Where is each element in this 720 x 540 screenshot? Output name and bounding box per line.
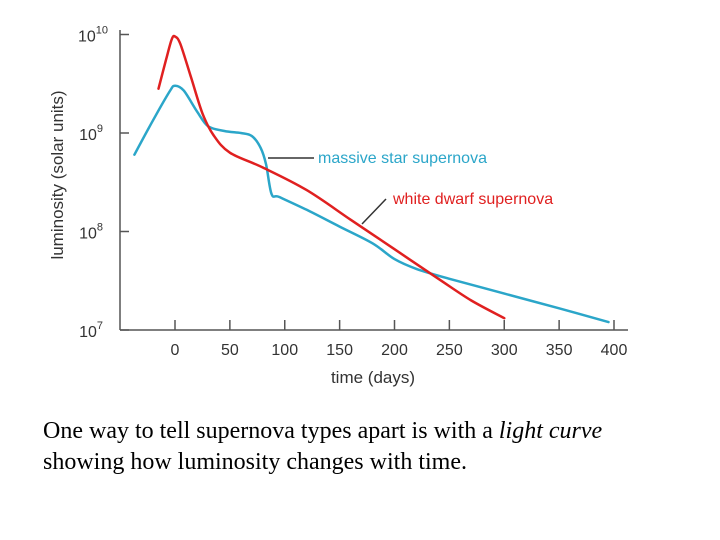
- y-axis-label: luminosity (solar units): [48, 90, 67, 259]
- series-line-white-dwarf-supernova: [157, 34, 506, 320]
- chart-series: [133, 34, 610, 324]
- annotation-label: white dwarf supernova: [392, 191, 553, 208]
- annotation-leader: [361, 198, 387, 225]
- x-tick-label: 50: [221, 342, 239, 359]
- light-curve-chart: 107 108 109 1010 0 50 100 150 200 250 300 350 400 ma…: [48, 25, 628, 387]
- caption-part-1: One way to tell supernova types apart is…: [43, 418, 499, 444]
- chart-annotations: massive star supernova white dwarf supern…: [268, 150, 553, 225]
- x-tick-label: 400: [601, 342, 628, 359]
- annotation-label: massive star supernova: [318, 150, 487, 167]
- chart-axes: 107 108 109 1010 0 50 100 150 200 250 300 350 400: [78, 25, 628, 359]
- x-tick-label: 350: [546, 342, 573, 359]
- y-tick-label: 109: [79, 123, 103, 144]
- x-tick-label: 0: [171, 342, 180, 359]
- x-tick-label: 300: [491, 342, 518, 359]
- x-axis-label: time (days): [331, 368, 415, 387]
- y-tick-label: 108: [79, 222, 103, 243]
- caption-emphasis: light curve: [498, 418, 603, 444]
- x-tick-label: 150: [326, 342, 353, 359]
- x-tick-label: 100: [271, 342, 298, 359]
- y-tick-label: 107: [79, 320, 103, 341]
- caption-text: One way to tell supernova types apart is…: [43, 416, 683, 478]
- x-tick-label: 200: [381, 342, 408, 359]
- caption-part-2: showing how luminosity changes with time…: [43, 449, 467, 475]
- series-line-massive-star-supernova: [133, 84, 610, 324]
- x-tick-label: 250: [436, 342, 463, 359]
- y-tick-label: 1010: [78, 25, 108, 46]
